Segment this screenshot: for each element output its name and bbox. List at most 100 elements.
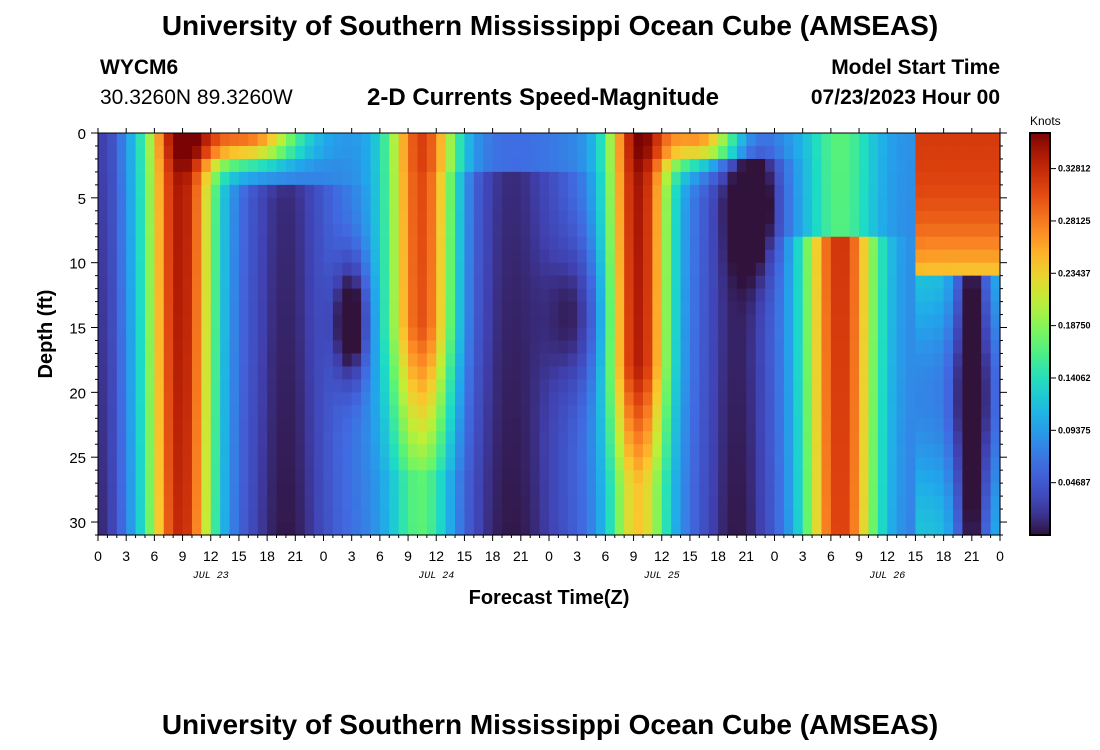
heatmap-cell [426, 522, 437, 536]
heatmap-cell [708, 223, 719, 238]
heatmap-cell [502, 353, 513, 368]
heatmap-cell [116, 223, 127, 238]
x-tick-label: 3 [573, 548, 581, 564]
heatmap-cell [304, 457, 315, 471]
heatmap-cell [727, 133, 738, 147]
heatmap-cell [107, 392, 118, 406]
heatmap-cell [793, 301, 804, 316]
heatmap-cell [812, 262, 823, 277]
heatmap-cell [755, 470, 766, 484]
heatmap-cell [229, 457, 240, 471]
heatmap-cell [408, 509, 419, 523]
heatmap-cell [783, 301, 794, 316]
heatmap-cell [98, 158, 108, 173]
heatmap-cell [736, 133, 747, 147]
heatmap-cell [549, 133, 559, 147]
heatmap-cell [379, 249, 390, 264]
heatmap-cell [577, 496, 588, 510]
heatmap-cell [530, 210, 541, 225]
heatmap-cell [783, 353, 794, 368]
heatmap-cell [370, 249, 381, 264]
heatmap-cell [389, 327, 400, 342]
heatmap-cell [755, 483, 766, 497]
heatmap-cell [351, 133, 362, 147]
heatmap-cell [173, 340, 184, 355]
heatmap-cell [520, 418, 531, 432]
heatmap-cell [332, 379, 343, 393]
heatmap-cell [934, 327, 945, 342]
heatmap-cell [896, 353, 907, 368]
heatmap-cell [361, 379, 372, 393]
heatmap-cell [173, 133, 184, 147]
heatmap-cell [868, 457, 879, 471]
heatmap-cell [389, 496, 400, 510]
heatmap-cell [877, 197, 888, 212]
heatmap-cell [887, 275, 898, 290]
heatmap-cell [126, 366, 137, 380]
heatmap-cell [144, 249, 155, 264]
heatmap-cell [502, 275, 513, 290]
heatmap-cell [473, 444, 484, 458]
heatmap-cell [614, 301, 625, 316]
heatmap-cell [567, 470, 578, 484]
heatmap-cell [361, 275, 372, 290]
heatmap-cell [210, 184, 221, 199]
heatmap-cell [746, 223, 757, 238]
heatmap-cell [652, 353, 663, 368]
heatmap-cell [379, 275, 390, 290]
heatmap-cell [859, 405, 870, 419]
heatmap-cell [887, 457, 898, 471]
heatmap-cell [257, 223, 268, 238]
heatmap-cell [408, 457, 419, 471]
heatmap-cell [116, 470, 127, 484]
heatmap-cell [455, 522, 466, 536]
heatmap-cell [614, 366, 625, 380]
heatmap-cell [511, 249, 522, 264]
heatmap-cell [238, 496, 249, 510]
heatmap-cell [830, 496, 841, 510]
heatmap-cell [689, 522, 700, 536]
heatmap-cell [943, 327, 954, 342]
heatmap-cell [774, 249, 785, 264]
heatmap-cell [877, 223, 888, 238]
heatmap-cell [577, 210, 588, 225]
heatmap-cell [492, 275, 503, 290]
heatmap-cell [652, 171, 663, 186]
heatmap-cell [633, 392, 644, 406]
heatmap-cell [267, 262, 278, 277]
heatmap-cell [821, 340, 832, 355]
heatmap-cell [934, 158, 945, 173]
heatmap-cell [304, 405, 315, 419]
heatmap-cell [868, 275, 879, 290]
heatmap-cell [154, 314, 165, 329]
heatmap-cell [652, 236, 663, 251]
heatmap-cell [943, 171, 954, 186]
heatmap-cell [906, 379, 917, 393]
heatmap-cell [126, 223, 137, 238]
heatmap-cell [577, 158, 588, 173]
heatmap-cell [830, 184, 841, 199]
heatmap-cell [577, 522, 588, 536]
heatmap-cell [304, 431, 315, 445]
heatmap-cell [746, 340, 757, 355]
heatmap-cell [332, 262, 343, 277]
heatmap-cell [595, 470, 606, 484]
heatmap-cell [295, 145, 306, 160]
heatmap-cell [276, 171, 287, 186]
heatmap-cell [267, 301, 278, 316]
heatmap-cell [924, 327, 935, 342]
heatmap-cell [887, 431, 898, 445]
heatmap-cell [859, 496, 870, 510]
heatmap-cell [614, 327, 625, 342]
heatmap-cell [595, 223, 606, 238]
heatmap-cell [539, 288, 550, 303]
heatmap-cell [201, 522, 212, 536]
heatmap-cell [868, 405, 879, 419]
heatmap-cell [746, 457, 757, 471]
heatmap-cell [539, 457, 550, 471]
heatmap-cell [135, 431, 146, 445]
heatmap-cell [191, 392, 202, 406]
heatmap-cell [191, 431, 202, 445]
heatmap-cell [135, 483, 146, 497]
heatmap-cell [802, 210, 813, 225]
